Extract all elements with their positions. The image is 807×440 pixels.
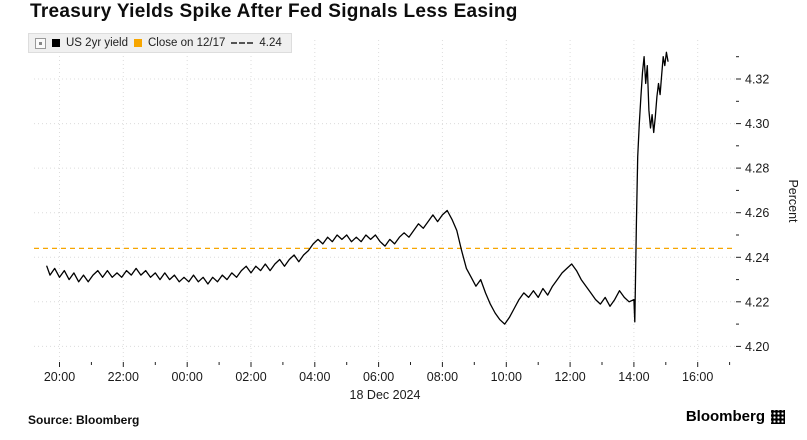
- legend-pin-icon[interactable]: [35, 37, 46, 49]
- svg-text:4.26: 4.26: [745, 206, 769, 220]
- svg-text:4.22: 4.22: [745, 295, 769, 309]
- legend[interactable]: US 2yr yield Close on 12/17 4.24: [28, 33, 292, 53]
- svg-text:4.28: 4.28: [745, 162, 769, 176]
- svg-text:06:00: 06:00: [363, 370, 394, 384]
- svg-text:4.30: 4.30: [745, 117, 769, 131]
- close-line-swatch: [134, 39, 142, 47]
- bloomberg-brand: Bloomberg: [686, 408, 785, 425]
- svg-text:4.20: 4.20: [745, 340, 769, 354]
- svg-text:10:00: 10:00: [491, 370, 522, 384]
- x-axis-date-label: 18 Dec 2024: [349, 388, 421, 402]
- svg-text:22:00: 22:00: [108, 370, 139, 384]
- svg-text:4.32: 4.32: [745, 73, 769, 87]
- close-line-label: Close on 12/17: [148, 37, 226, 49]
- svg-text:16:00: 16:00: [682, 370, 713, 384]
- source-credit: Source: Bloomberg: [28, 413, 140, 427]
- yield-line-chart[interactable]: 4.20 4.22 4.24 4.26 4.28 4.30 4.32 20:00 22:00 00…: [0, 26, 807, 386]
- chart-title: Treasury Yields Spike After Fed Signals …: [30, 1, 518, 22]
- bloomberg-logo-icon: [771, 409, 785, 424]
- svg-text:20:00: 20:00: [44, 370, 75, 384]
- svg-text:02:00: 02:00: [235, 370, 266, 384]
- series-label: US 2yr yield: [66, 37, 128, 49]
- svg-text:00:00: 00:00: [172, 370, 203, 384]
- svg-text:04:00: 04:00: [299, 370, 330, 384]
- svg-text:Percent: Percent: [786, 179, 800, 223]
- series-swatch: [52, 39, 60, 47]
- svg-text:14:00: 14:00: [618, 370, 649, 384]
- bloomberg-wordmark: Bloomberg: [685, 408, 765, 425]
- svg-text:12:00: 12:00: [554, 370, 585, 384]
- svg-text:4.24: 4.24: [745, 251, 769, 265]
- svg-text:08:00: 08:00: [427, 370, 458, 384]
- close-line-value: 4.24: [259, 37, 282, 49]
- close-line-dash-sample: [231, 42, 254, 44]
